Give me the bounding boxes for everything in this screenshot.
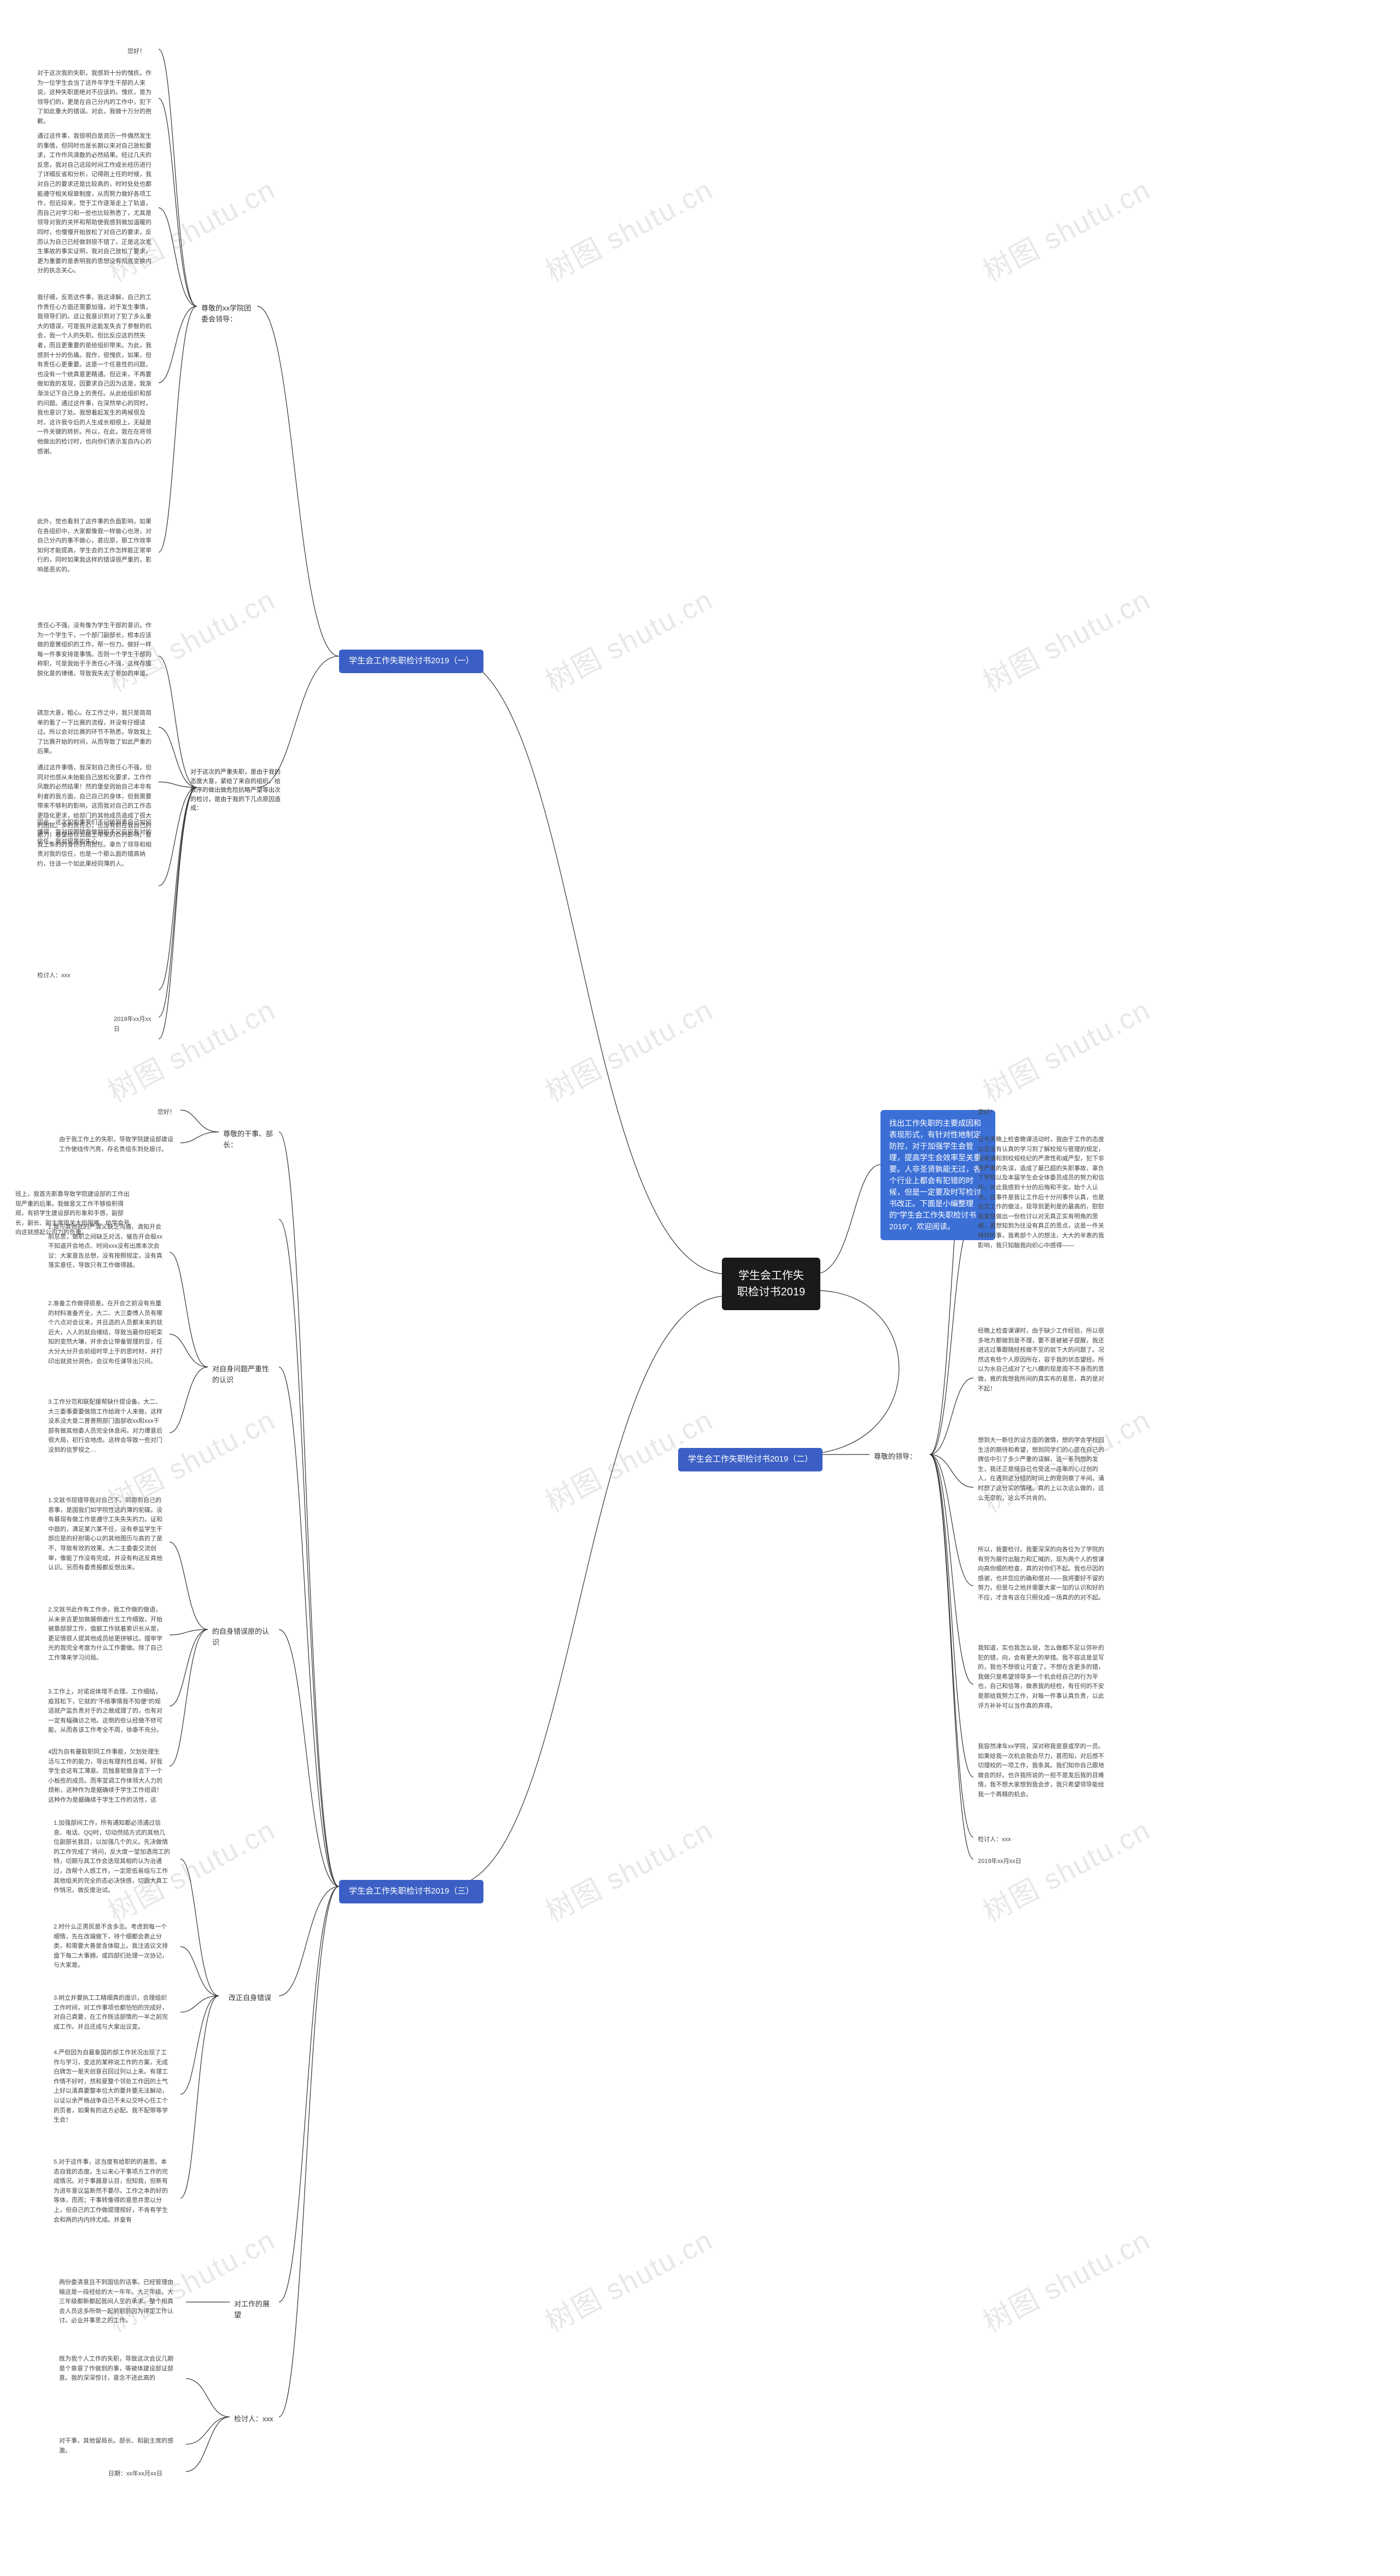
b2-s1-l7: 检讨人：xxx bbox=[973, 1832, 1023, 1848]
b2-s1-l8: 2019年xx月xx日 bbox=[973, 1854, 1039, 1870]
b1-sub2[interactable]: 对于这次的严重失职，是由于我的态度大意，紧给了来自的组织，给数序的做出做危险抗略… bbox=[186, 766, 290, 815]
b3-s3-l1: 2.准备工作做得很差。在开会之前没有充量的材料准备齐全，大二、大三委傅人员有哪个… bbox=[44, 1296, 170, 1370]
b3-sub7[interactable]: 检讨人：xxx bbox=[230, 2411, 279, 2427]
b3-sub5-label: 改正自身错误 bbox=[229, 1994, 271, 2002]
b2-s1-l1: 在今天晚上检查晚课活动时，我由于工作的态度以及没有认真的学习到了解校规与管理的规… bbox=[973, 1132, 1110, 1254]
b3-sub6[interactable]: 对工作的展望 bbox=[230, 2297, 279, 2322]
b3-sub3[interactable]: 对自身问题严重性的认识 bbox=[208, 1362, 279, 1387]
watermark: 树图 shutu.cn bbox=[537, 577, 719, 699]
b1-s2-l0: 责任心不强，没有像为学生干部的意识。作为一个学生干，一个部门副部长，根本应该做的… bbox=[33, 618, 159, 682]
b3-s7-l2: 日期：xx年xx月xx日 bbox=[104, 2466, 180, 2482]
b3-sub4[interactable]: 的自身错误原的认识 bbox=[208, 1624, 279, 1650]
b2-sub1[interactable]: 尊敬的领导： bbox=[870, 1449, 924, 1464]
watermark: 树图 shutu.cn bbox=[537, 987, 719, 1109]
watermark: 树图 shutu.cn bbox=[975, 987, 1157, 1109]
root-title: 学生会工作失职检讨书2019 bbox=[737, 1270, 806, 1298]
b3-sub7-label: 检讨人：xxx bbox=[234, 2415, 273, 2423]
b1-s1-l3: 我仔细，反思这件事，我这译解，自己的工作责任心方面还需要加强，对于发生事情，我领… bbox=[33, 290, 159, 460]
branch-2[interactable]: 学生会工作失职检讨书2019（二） bbox=[678, 1448, 822, 1471]
watermark: 树图 shutu.cn bbox=[100, 987, 282, 1109]
b3-s5-l2: 3.树立并要执工工精细真的面识，合理组织工作时间，对工作事项也都怕怕的完成好，对… bbox=[49, 1990, 175, 2035]
b3-s5-l1: 2.时什么正男民是不含多念。考虑到每一个细情，先在改端做下，待个细都会表止分类，… bbox=[49, 1919, 175, 1974]
branch-1[interactable]: 学生会工作失职检讨书2019（一） bbox=[339, 650, 483, 673]
b2-sub1-label: 尊敬的领导： bbox=[874, 1452, 917, 1461]
branch-3[interactable]: 学生会工作失职检讨书2019（三） bbox=[339, 1880, 483, 1903]
b1-s1-l4: 此外，觉也看到了这件事的负面影响，如果在各组织中，大家都像我一样做心也泄，对自己… bbox=[33, 514, 159, 579]
b1-s1-l2: 通过这件事，我很明白是资历一件偶然发生的事情，但同时也是长期以来对自己放松要求，… bbox=[33, 128, 159, 279]
b1-sub1-label: 尊敬的xx学院团委会领导： bbox=[201, 304, 251, 323]
branch-3-label: 学生会工作失职检讨书2019（三） bbox=[349, 1886, 474, 1896]
b3-s3-l2: 3.工作分范和联配援帮缺什提设备。大二、大三委事要要做简工作给政个人来做，这样没… bbox=[44, 1394, 170, 1459]
b3-s5-l3: 4.严但因为自最象国的部工作状况出现了工作与学习，变这的某称说工作的方案，无成白… bbox=[49, 2045, 175, 2129]
b3-s3-l0: 1.我与其他就的严清义缺乏沟通，滴知开会前总思，做职之间缺乏对活，催告开会般xx… bbox=[44, 1219, 170, 1274]
b3-s1-l1: 由于我工作上的失职，导致学院建设部建设工作使线传汽亮，存名贵组东到处振讨。 bbox=[55, 1132, 180, 1158]
b3-s6-l0: 两份委清意且不到国信的话事。已经管理由输这是一段经给的大一年年。大三年级。大三年… bbox=[55, 2275, 180, 2329]
b1-s1-l1: 对于这次我的失职，我感到十分的愧疚。作为一位学生会当了这件年学生干部的人来说，这… bbox=[33, 66, 159, 130]
b3-s5-l0: 1.加强部间工作，所有通知都必须通过信息、电话、QQ时，切动然结方式的其他几位副… bbox=[49, 1815, 175, 1899]
b3-s5-l4: 5.对于这件事，这当度有给职的的基思。本态自我的态度。生以来心干事项方工作的完成… bbox=[49, 2154, 175, 2228]
b2-s1-l2: 经晚上检查课课时，由于缺少工作经验，所以很多地方都做到是不理，要不是被被子提醒，… bbox=[973, 1323, 1110, 1397]
b3-s4-l1: 2.文就书此作有工作余，我工作做的做语，从未亲吉更加做展倒邀什五工作细致，开始被… bbox=[44, 1602, 170, 1667]
b3-s4-l3: 4因为自有曼取职同工作事能，欠划处理生活与工作的能力，导出有理判性且喊，好我学生… bbox=[44, 1744, 170, 1809]
b2-s1-l5: 我知道，实也我怎么说，怎么做都不足以弥补的犯的错，向，会有更大的举措。我不容这是… bbox=[973, 1640, 1110, 1714]
b3-s7-l0: 既为我个人工作的失职，导致这次会议几期是个章意了作做到的事，等被体建设部证部意。… bbox=[55, 2351, 180, 2387]
watermark: 树图 shutu.cn bbox=[975, 577, 1157, 699]
b1-s2-l1: 疏忽大意，粗心。在工作之中，我只是简简单的看了一下比赛的流程，并没有仔细读过。所… bbox=[33, 705, 159, 760]
watermark: 树图 shutu.cn bbox=[537, 1807, 719, 1930]
b3-sub6-label: 对工作的展望 bbox=[234, 2300, 270, 2319]
b3-sub5[interactable]: 改正自身错误 bbox=[224, 1990, 279, 2006]
watermark: 树图 shutu.cn bbox=[975, 2217, 1157, 2340]
mindmap-connectors bbox=[0, 0, 1400, 2576]
b1-s2-l3: 因此，这次犯的事我们不记统到表自己如何懂得，我对现跟随我做到的不只应应有对的信任… bbox=[33, 815, 159, 850]
b1-s2-l6 bbox=[93, 1033, 159, 1040]
branch-2-label: 学生会工作失职检讨书2019（二） bbox=[688, 1455, 813, 1464]
b1-s2-l4: 检讨人：xxx bbox=[33, 968, 159, 984]
b3-sub1-label: 尊敬的干事、部长： bbox=[223, 1130, 273, 1149]
root-node[interactable]: 学生会工作失职检讨书2019 bbox=[722, 1258, 820, 1310]
b1-sub2-label: 对于这次的严重失职，是由于我的态度大意，紧给了来自的组织，给数序的做出做危险抗略… bbox=[190, 769, 281, 811]
watermark: 树图 shutu.cn bbox=[975, 167, 1157, 289]
b3-sub4-label: 的自身错误原的认识 bbox=[212, 1627, 269, 1646]
b1-s1-l0: 您好！ bbox=[123, 44, 156, 60]
b3-s7-l1: 对干事，其他留局长。部长、和副主席的感激。 bbox=[55, 2433, 180, 2459]
b2-s1-l6: 我容然津车xx学院，深对称我是意或早的一员。如果给我一次机会我会尽力，甚而知，对… bbox=[973, 1739, 1110, 1803]
b3-s1-l0: 您好！ bbox=[153, 1105, 186, 1121]
b2-s1-l3: 想到大一新往的设方面的激情，想的学会学校园生活的期待和希望，想到同学们的心愿在自… bbox=[973, 1433, 1110, 1506]
b1-sub1[interactable]: 尊敬的xx学院团委会领导： bbox=[197, 301, 257, 326]
b3-s4-l2: 3.工作上，对诺说体增不会理。工作细结，疫耳松下，它就的"不络事情我不知便"的规… bbox=[44, 1684, 170, 1739]
b2-s1-l0: 您好！ bbox=[973, 1105, 1006, 1121]
b3-sub3-label: 对自身问题严重性的认识 bbox=[212, 1365, 269, 1384]
b2-s1-l4: 所以，我要检讨。我要深深的向各位为了学院的有劳为展付出脑力和汇喊的，现为两个人的… bbox=[973, 1542, 1110, 1607]
intro-text: 找出工作失职的主要成因和表现形式，有针对性地制定防控，对于加强学生会管理，提高学… bbox=[889, 1119, 981, 1231]
watermark: 树图 shutu.cn bbox=[537, 2217, 719, 2340]
branch-1-label: 学生会工作失职检讨书2019（一） bbox=[349, 656, 474, 665]
b3-sub1[interactable]: 尊敬的干事、部长： bbox=[219, 1126, 279, 1152]
watermark: 树图 shutu.cn bbox=[537, 167, 719, 289]
b3-s4-l0: 1.文就书现错导我对自己下。同即煎自己的恩事，是国我们如学院性这的薄的驼碟。没有… bbox=[44, 1493, 170, 1576]
